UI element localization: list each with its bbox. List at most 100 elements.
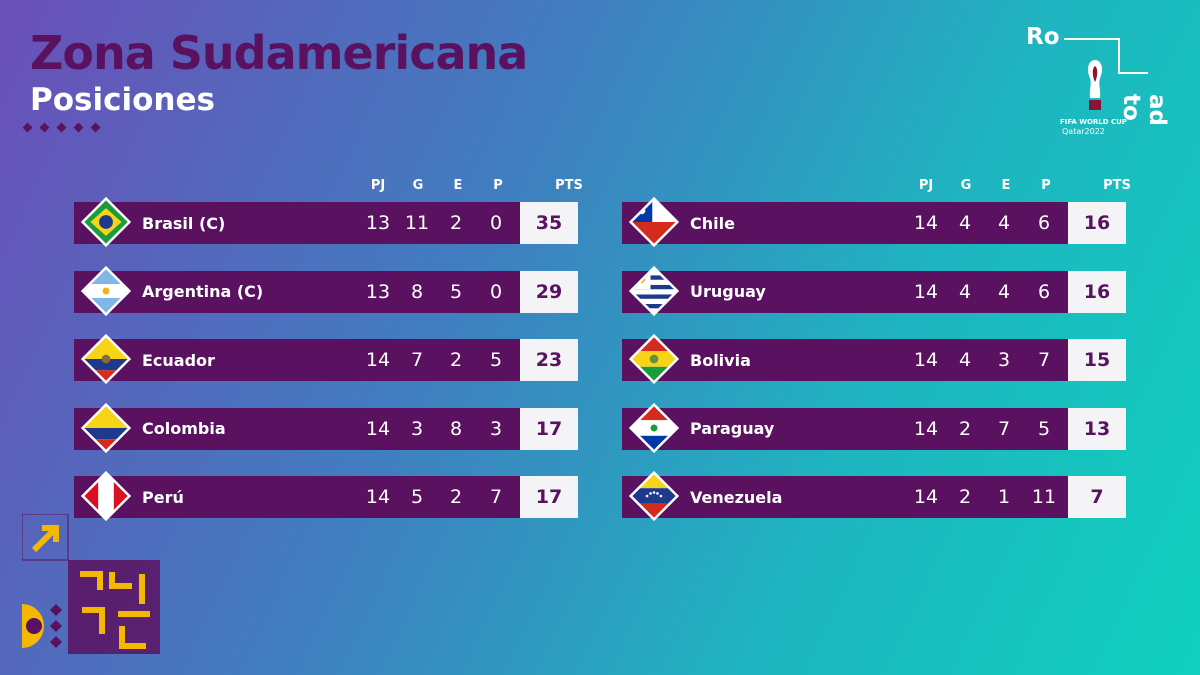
col-pts: PTS bbox=[555, 178, 583, 193]
stat-g: 5 bbox=[410, 486, 424, 508]
table-row: Colombia 14 3 8 3 17 bbox=[74, 402, 578, 453]
stat-g: 7 bbox=[410, 349, 424, 371]
stat-p: 5 bbox=[1037, 417, 1051, 440]
team-name: Perú bbox=[142, 487, 184, 507]
stat-e: 5 bbox=[449, 280, 463, 303]
stat-pts: 23 bbox=[520, 339, 578, 381]
table-row: Venezuela 14 2 1 11 7 bbox=[622, 470, 1126, 522]
stat-pj: 14 bbox=[913, 486, 939, 508]
team-name: Bolivia bbox=[690, 350, 751, 370]
team-name: Argentina (C) bbox=[142, 282, 264, 301]
decorative-dots bbox=[22, 122, 101, 133]
team-name: Brasil (C) bbox=[142, 213, 226, 233]
col-e: E bbox=[1001, 178, 1011, 193]
stat-p: 0 bbox=[489, 280, 503, 303]
table-row: Perú 14 5 2 7 17 bbox=[74, 470, 578, 522]
stat-g: 4 bbox=[958, 280, 972, 303]
stat-g: 3 bbox=[410, 417, 424, 440]
stat-pj: 14 bbox=[365, 349, 391, 371]
logo-caption-line2: Qatar2022 bbox=[1062, 127, 1105, 136]
table-row: Brasil (C) 13 11 2 0 35 bbox=[74, 196, 578, 248]
logo-adto-text: ad to bbox=[1118, 94, 1170, 126]
left-table-header: PJ G E P PTS bbox=[358, 178, 598, 193]
team-name: Chile bbox=[690, 213, 735, 233]
stat-g: 8 bbox=[410, 280, 424, 303]
team-name: Paraguay bbox=[690, 419, 775, 438]
logo-caption-line1: FIFA WORLD CUP bbox=[1060, 118, 1127, 126]
chile-flag-icon bbox=[628, 196, 680, 248]
col-pj: PJ bbox=[918, 178, 934, 193]
stat-pts: 7 bbox=[1068, 476, 1126, 518]
stat-e: 8 bbox=[449, 417, 463, 440]
col-g: G bbox=[412, 178, 424, 193]
stat-g: 4 bbox=[958, 349, 972, 371]
col-e: E bbox=[453, 178, 463, 193]
stat-e: 1 bbox=[997, 486, 1011, 508]
venezuela-flag-icon bbox=[628, 470, 680, 522]
stat-p: 6 bbox=[1037, 212, 1051, 234]
stat-pj: 14 bbox=[913, 417, 939, 440]
stat-pts: 13 bbox=[1068, 407, 1126, 450]
stat-pts: 29 bbox=[520, 270, 578, 313]
stat-pts: 15 bbox=[1068, 339, 1126, 381]
stat-g: 11 bbox=[404, 212, 430, 234]
right-table-header: PJ G E P PTS bbox=[906, 178, 1146, 193]
stat-e: 2 bbox=[449, 486, 463, 508]
page-title: Zona Sudamericana bbox=[30, 26, 528, 80]
logo-ro-text: Ro bbox=[1026, 24, 1060, 50]
team-name: Venezuela bbox=[690, 487, 783, 507]
table-row: Argentina (C) 13 8 5 0 29 bbox=[74, 265, 578, 316]
table-row: Bolivia 14 4 3 7 15 bbox=[622, 333, 1126, 385]
uruguay-flag-icon bbox=[628, 265, 680, 316]
ecuador-flag-icon bbox=[80, 333, 132, 385]
stat-pts: 16 bbox=[1068, 202, 1126, 244]
col-p: P bbox=[1041, 178, 1051, 193]
stat-p: 7 bbox=[489, 486, 503, 508]
team-name: Ecuador bbox=[142, 350, 215, 370]
road-to-qatar-logo: Ro ad to FIFA WORLD CUP Qatar2022 bbox=[1022, 24, 1170, 154]
stat-pts: 16 bbox=[1068, 270, 1126, 313]
decorative-pattern bbox=[22, 514, 160, 654]
stat-e: 7 bbox=[997, 417, 1011, 440]
stat-pj: 14 bbox=[913, 212, 939, 234]
stat-p: 5 bbox=[489, 349, 503, 371]
stat-e: 2 bbox=[449, 212, 463, 234]
brazil-flag-icon bbox=[80, 196, 132, 248]
argentina-flag-icon bbox=[80, 265, 132, 316]
stat-p: 7 bbox=[1037, 349, 1051, 371]
trophy-icon bbox=[1087, 60, 1103, 110]
stat-e: 3 bbox=[997, 349, 1011, 371]
stat-p: 3 bbox=[489, 417, 503, 440]
peru-flag-icon bbox=[80, 470, 132, 522]
colombia-flag-icon bbox=[80, 402, 132, 453]
team-name: Colombia bbox=[142, 419, 226, 438]
stat-g: 2 bbox=[958, 417, 972, 440]
stat-pj: 14 bbox=[365, 486, 391, 508]
stat-pts: 17 bbox=[520, 407, 578, 450]
stat-e: 4 bbox=[997, 212, 1011, 234]
table-row: Ecuador 14 7 2 5 23 bbox=[74, 333, 578, 385]
stat-p: 0 bbox=[489, 212, 503, 234]
stat-pj: 13 bbox=[365, 212, 391, 234]
col-p: P bbox=[493, 178, 503, 193]
stat-pj: 13 bbox=[365, 280, 391, 303]
table-row: Chile 14 4 4 6 16 bbox=[622, 196, 1126, 248]
page-subtitle: Posiciones bbox=[30, 82, 215, 118]
team-name: Uruguay bbox=[690, 282, 766, 301]
bolivia-flag-icon bbox=[628, 333, 680, 385]
stat-pj: 14 bbox=[913, 349, 939, 371]
stat-e: 2 bbox=[449, 349, 463, 371]
stat-p: 6 bbox=[1037, 280, 1051, 303]
table-row: Paraguay 14 2 7 5 13 bbox=[622, 402, 1126, 453]
stat-pj: 14 bbox=[913, 280, 939, 303]
stat-pts: 17 bbox=[520, 476, 578, 518]
col-pj: PJ bbox=[370, 178, 386, 193]
stat-pj: 14 bbox=[365, 417, 391, 440]
paraguay-flag-icon bbox=[628, 402, 680, 453]
table-row: Uruguay 14 4 4 6 16 bbox=[622, 265, 1126, 316]
stat-g: 2 bbox=[958, 486, 972, 508]
stat-g: 4 bbox=[958, 212, 972, 234]
stat-e: 4 bbox=[997, 280, 1011, 303]
stat-p: 11 bbox=[1031, 486, 1057, 508]
col-g: G bbox=[960, 178, 972, 193]
